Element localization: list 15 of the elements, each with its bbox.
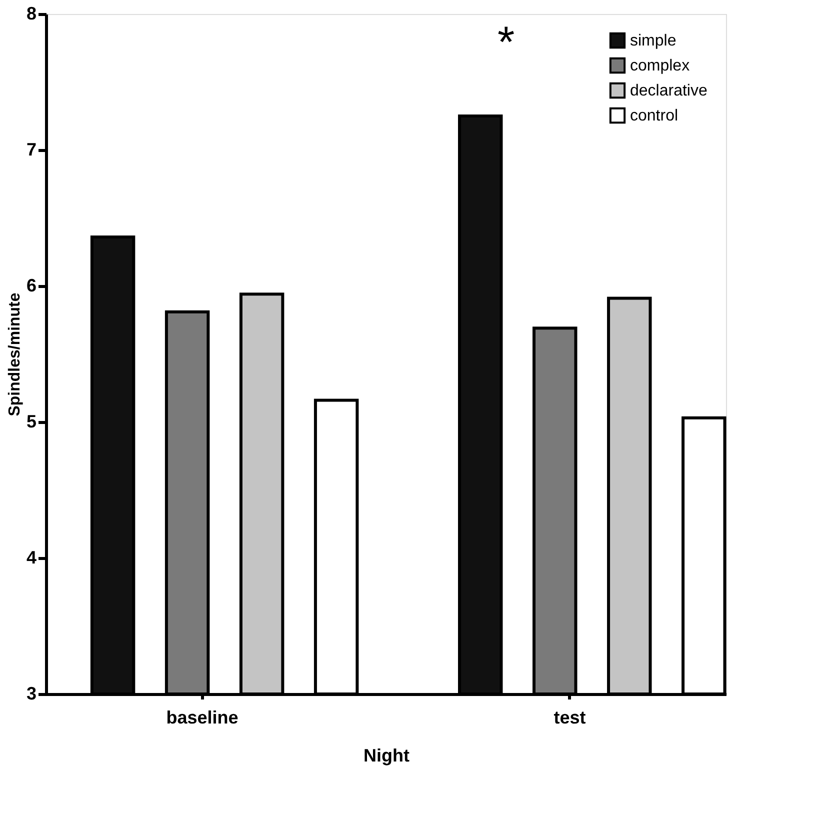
y-tick-label: 4	[26, 548, 36, 568]
y-tick-label: 5	[26, 412, 36, 432]
legend-label: complex	[630, 58, 690, 74]
x-axis-title: Night	[364, 746, 410, 766]
y-tick-label: 3	[26, 684, 36, 704]
y-tick-label: 8	[26, 4, 36, 24]
y-axis-title: Spindles/minute	[6, 292, 24, 416]
legend-label: declarative	[630, 82, 708, 100]
y-tick-label: 6	[26, 276, 36, 296]
x-tick-label: test	[554, 708, 586, 728]
y-tick-label: 7	[26, 140, 36, 160]
legend-label: simple	[630, 32, 676, 50]
legend-label: control	[630, 108, 678, 124]
x-tick-label: baseline	[166, 708, 238, 728]
annotation: *	[497, 18, 515, 67]
